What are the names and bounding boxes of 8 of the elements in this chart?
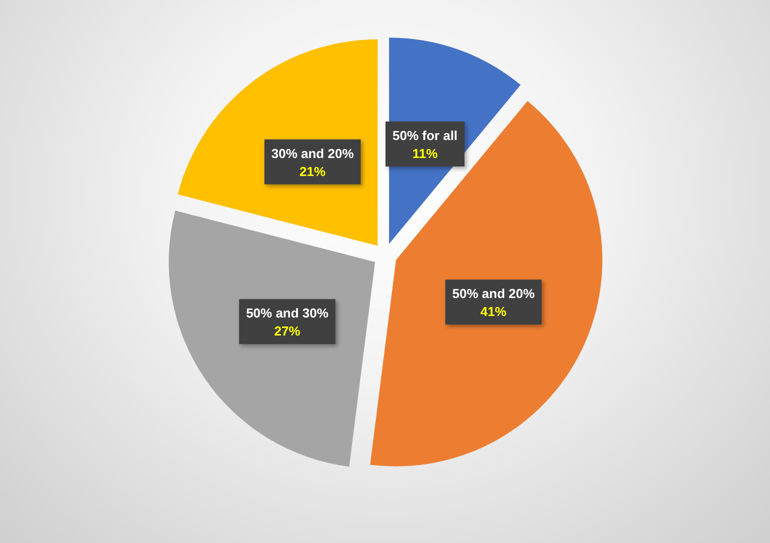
slice-label: 30% and 20% [271, 146, 354, 161]
data-label: 21% [300, 164, 326, 179]
slice-label: 50% for all [392, 128, 458, 144]
slice-label: 50% and 20% [452, 286, 536, 302]
data-label: 27% [274, 324, 301, 339]
slice-label: 50% and 30% [246, 306, 329, 321]
data-label: 41% [480, 304, 507, 320]
data-label: 11% [412, 146, 438, 162]
